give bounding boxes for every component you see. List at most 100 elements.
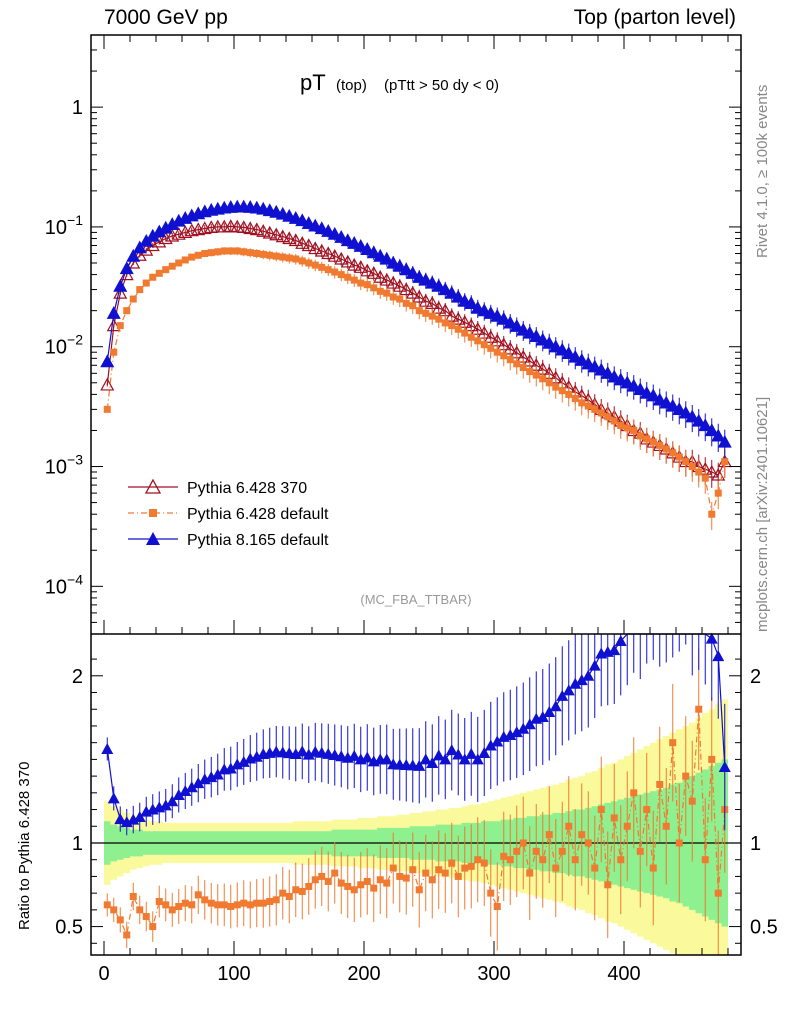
point-p6-370 (230, 219, 245, 233)
ratio-point-p6-default (370, 884, 378, 892)
point-p6-default (714, 489, 722, 497)
header-left-label: 7000 GeV pp (104, 6, 228, 29)
ratio-point-p6-default (149, 923, 157, 931)
point-p6-370 (301, 238, 316, 252)
point-p6-default (207, 249, 215, 257)
ratio-point-p6-default (552, 864, 560, 872)
point-p8 (113, 278, 128, 292)
ratio-point-p8 (569, 677, 582, 689)
ratio-point-p8 (159, 799, 172, 811)
point-p8 (509, 319, 524, 332)
point-p8 (529, 329, 544, 342)
title-main: pT (300, 70, 326, 95)
point-p6-default (188, 253, 196, 261)
ratio-point-p6-default (649, 864, 657, 872)
point-p6-default (643, 435, 651, 443)
ratio-point-p6-default (467, 862, 475, 870)
ratio-point-p8 (504, 729, 517, 741)
point-p6-default (584, 402, 592, 410)
ratio-point-p6-default (487, 889, 495, 897)
point-p6-370 (379, 272, 394, 286)
ratio-point-p8 (211, 768, 224, 780)
point-p6-default (454, 325, 462, 333)
ratio-point-p8 (419, 753, 432, 765)
ratio-point-p6-default (396, 872, 404, 880)
legend-label-p8: Pythia 8.165 default (187, 532, 329, 549)
ratio-point-p6-default (610, 814, 618, 822)
legend-marker-p6-370 (144, 478, 162, 494)
point-p6-default (162, 266, 170, 274)
header-right-label: Top (parton level) (573, 6, 736, 29)
ratio-point-p6-default (155, 898, 163, 905)
ratio-tick-label-right: 2 (750, 666, 761, 688)
ratio-point-p8 (114, 813, 127, 825)
point-p6-370 (243, 221, 258, 235)
ratio-point-p6-default (227, 903, 235, 911)
ratio-point-p6-default (656, 780, 664, 788)
ratio-point-p6-default (669, 739, 677, 747)
point-p6-default (519, 364, 527, 372)
ratio-point-p8 (426, 757, 439, 769)
ratio-point-p6-default (220, 901, 228, 909)
legend-marker-p6-default (149, 509, 157, 517)
ratio-point-p6-default (344, 882, 352, 890)
ratio-point-p6-default (662, 822, 670, 830)
ratio-point-p6-default (461, 864, 469, 872)
axes: 1 10−1 10−2 10−3 10−4 0.5 0.5 1 1 2 2 0 100 200 300 400 (45, 34, 778, 985)
point-p6-default (617, 422, 625, 430)
point-p6-default (532, 371, 540, 379)
point-p6-default (435, 315, 443, 323)
legend-label-p6-default: Pythia 6.428 default (187, 506, 329, 523)
point-p8 (334, 229, 349, 243)
point-p6-370 (256, 224, 271, 237)
ratio-point-p6-default (480, 859, 488, 867)
point-p6-default (513, 360, 521, 368)
ratio-point-p6-default (714, 889, 722, 897)
ratio-point-p6-default (214, 901, 222, 909)
ratio-point-p8 (172, 788, 185, 800)
point-p6-default (467, 333, 475, 341)
ratio-tick-label-left: 0.5 (55, 917, 83, 939)
point-p6-default (409, 302, 417, 310)
point-p6-default (331, 268, 339, 276)
point-p6-370 (392, 278, 407, 292)
ratio-point-p6-default (415, 886, 423, 894)
ratio-point-p6-default (617, 856, 625, 864)
point-p6-370 (334, 251, 349, 265)
ratio-point-p6-default (428, 876, 436, 884)
ratio-point-p6-default (513, 847, 521, 855)
ratio-point-p8 (484, 739, 497, 751)
ratio-point-p8 (445, 744, 458, 756)
point-p6-default (311, 261, 319, 269)
point-p6-default (272, 252, 280, 260)
point-p6-default (318, 263, 326, 271)
point-p6-default (305, 259, 313, 267)
ratio-point-p8 (452, 748, 465, 760)
ratio-point-p6-default (240, 899, 248, 907)
point-p8 (438, 282, 453, 296)
ratio-point-p8 (133, 811, 146, 823)
point-p6-370 (360, 263, 375, 277)
ratio-point-p6-default (103, 901, 111, 909)
ratio-point-p6-default (110, 906, 118, 914)
point-p6-370 (399, 282, 414, 296)
point-p6-370 (412, 289, 427, 303)
x-tick-label: 400 (607, 963, 640, 985)
ratio-point-p6-default (591, 864, 599, 872)
point-p8 (132, 240, 147, 254)
ratio-point-p8 (361, 751, 374, 763)
point-p6-default (708, 510, 716, 518)
point-p8 (444, 285, 459, 299)
ratio-point-p6-default (175, 903, 183, 911)
y-tick-label-top: 10−3 (45, 452, 83, 479)
ratio-point-p6-default (201, 896, 209, 904)
series-layer (100, 199, 732, 955)
point-p6-default (201, 250, 209, 258)
analysis-watermark: (MC_FBA_TTBAR) (360, 592, 471, 607)
point-p8 (678, 405, 693, 419)
ratio-point-p8 (536, 710, 549, 722)
point-p6-370 (366, 266, 381, 279)
ratio-point-p8 (517, 722, 530, 734)
point-p8 (626, 378, 641, 392)
ratio-point-p6-default (337, 879, 345, 887)
